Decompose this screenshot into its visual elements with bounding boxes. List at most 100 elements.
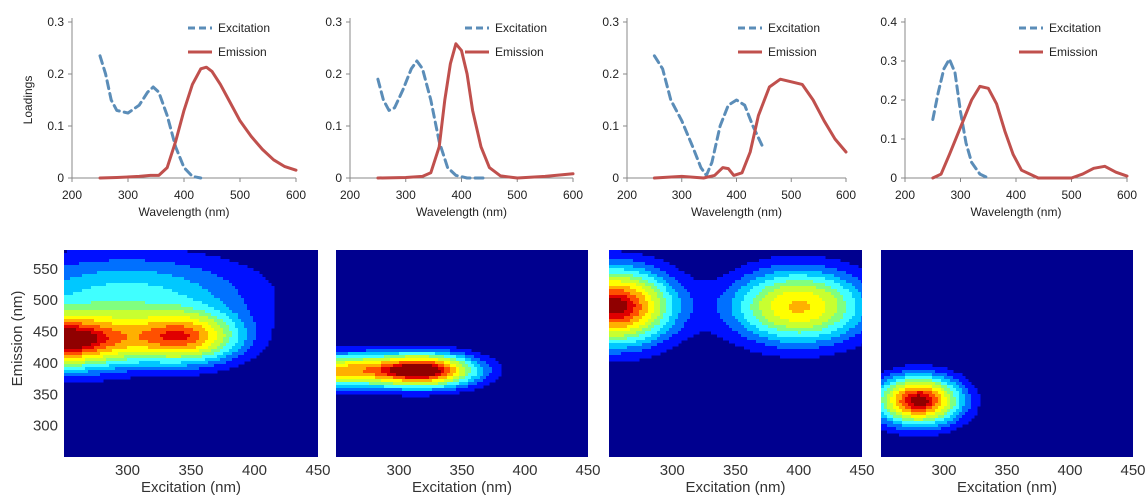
x-tick-label: 300 bbox=[931, 462, 956, 479]
x-tick-label: 400 bbox=[174, 188, 194, 202]
x-tick-label: 600 bbox=[836, 188, 856, 202]
x-tick-label: 300 bbox=[660, 462, 685, 479]
x-tick-label: 200 bbox=[895, 188, 915, 202]
x-tick-label: 200 bbox=[62, 188, 82, 202]
eem-contour-maps: 300 350 400 450 300 350 400 450 500 550 Excitation… bbox=[9, 250, 1145, 496]
x-tick-label: 200 bbox=[340, 188, 360, 202]
x-tick-label: 500 bbox=[230, 188, 250, 202]
loadings-plots: 0 0.1 0.2 0.3 200 300 400 500 600 Wavelength (nm)… bbox=[21, 15, 1137, 219]
eem-map-4: 300 350 400 450 Excitation (nm) bbox=[881, 250, 1145, 496]
x-tick-label: 300 bbox=[118, 188, 138, 202]
x-tick-label: 300 bbox=[950, 188, 970, 202]
x-tick-label: 350 bbox=[178, 462, 203, 479]
contour-field bbox=[609, 250, 862, 457]
y-tick-label: 0.3 bbox=[880, 54, 897, 68]
x-tick-label: 400 bbox=[726, 188, 746, 202]
x-tick-label: 450 bbox=[1120, 462, 1145, 479]
eem-map-3: 300 350 400 450 Excitation (nm) bbox=[609, 250, 875, 496]
legend-entry-excitation: Excitation bbox=[218, 21, 270, 35]
y-tick-label: 0.1 bbox=[602, 119, 619, 133]
x-tick-label: 300 bbox=[115, 462, 140, 479]
x-tick-label: 600 bbox=[286, 188, 306, 202]
series-emission bbox=[376, 42, 575, 180]
y-tick-label: 350 bbox=[33, 386, 58, 403]
y-tick-label: 0.2 bbox=[47, 67, 64, 81]
x-tick-label: 500 bbox=[1061, 188, 1081, 202]
x-axis-label: Excitation (nm) bbox=[957, 479, 1057, 496]
x-axis-label: Excitation (nm) bbox=[141, 479, 241, 496]
legend-entry-excitation: Excitation bbox=[1049, 21, 1101, 35]
series-excitation bbox=[652, 54, 766, 177]
eem-map-2: 300 350 400 450 Excitation (nm) bbox=[336, 250, 601, 496]
loadings-plot-4: 0 0.1 0.2 0.3 0.4 200 300 400 500 600 Wavelength (… bbox=[880, 15, 1137, 219]
series-emission bbox=[931, 84, 1129, 180]
x-axis-label: Wavelength (nm) bbox=[971, 205, 1062, 219]
series-emission bbox=[652, 77, 848, 180]
x-tick-label: 400 bbox=[512, 462, 537, 479]
series-emission bbox=[98, 65, 298, 180]
y-tick-label: 0 bbox=[890, 171, 897, 185]
y-tick-label: 0.2 bbox=[602, 67, 619, 81]
y-tick-label: 400 bbox=[33, 355, 58, 372]
y-tick-label: 0.1 bbox=[325, 119, 342, 133]
x-tick-label: 500 bbox=[507, 188, 527, 202]
contour-field bbox=[881, 250, 1133, 457]
x-tick-label: 350 bbox=[994, 462, 1019, 479]
y-tick-label: 0.3 bbox=[602, 15, 619, 29]
x-tick-label: 450 bbox=[305, 462, 330, 479]
x-tick-label: 450 bbox=[849, 462, 874, 479]
y-tick-label: 550 bbox=[33, 261, 58, 278]
loadings-plot-3: 0 0.1 0.2 0.3 200 300 400 500 600 Wavelength (nm)… bbox=[602, 15, 856, 219]
loadings-plot-2: 0 0.1 0.2 0.3 200 300 400 500 600 Wavelength (nm)… bbox=[325, 15, 583, 219]
legend-entry-emission: Emission bbox=[495, 45, 544, 59]
y-tick-label: 0.2 bbox=[325, 67, 342, 81]
y-axis-label: Loadings bbox=[21, 76, 35, 125]
x-tick-label: 300 bbox=[396, 188, 416, 202]
x-tick-label: 400 bbox=[786, 462, 811, 479]
contour-field bbox=[336, 250, 588, 457]
series-excitation bbox=[376, 59, 486, 180]
x-tick-label: 450 bbox=[575, 462, 600, 479]
x-tick-label: 400 bbox=[1057, 462, 1082, 479]
y-tick-label: 0.1 bbox=[880, 132, 897, 146]
legend-entry-excitation: Excitation bbox=[768, 21, 820, 35]
y-tick-label: 450 bbox=[33, 324, 58, 341]
x-axis-label: Wavelength (nm) bbox=[691, 205, 782, 219]
x-tick-label: 400 bbox=[242, 462, 267, 479]
x-axis-label: Wavelength (nm) bbox=[139, 205, 230, 219]
y-tick-label: 500 bbox=[33, 292, 58, 309]
x-tick-label: 500 bbox=[781, 188, 801, 202]
x-tick-label: 400 bbox=[451, 188, 471, 202]
y-tick-label: 0 bbox=[57, 171, 64, 185]
x-axis-label: Wavelength (nm) bbox=[416, 205, 507, 219]
y-axis-label: Emission (nm) bbox=[9, 291, 26, 387]
x-tick-label: 600 bbox=[563, 188, 583, 202]
y-tick-label: 300 bbox=[33, 418, 58, 435]
legend-entry-emission: Emission bbox=[1049, 45, 1098, 59]
y-tick-label: 0.3 bbox=[47, 15, 64, 29]
y-tick-label: 0.1 bbox=[47, 119, 64, 133]
legend-entry-emission: Emission bbox=[218, 45, 267, 59]
eem-map-1: 300 350 400 450 300 350 400 450 500 550 Excitation… bbox=[9, 250, 331, 496]
loadings-plot-1: 0 0.1 0.2 0.3 200 300 400 500 600 Wavelength (nm)… bbox=[21, 15, 306, 219]
y-tick-label: 0 bbox=[612, 171, 619, 185]
contour-field bbox=[64, 250, 318, 457]
legend-entry-emission: Emission bbox=[768, 45, 817, 59]
series-excitation bbox=[98, 54, 203, 180]
x-axis-label: Excitation (nm) bbox=[685, 479, 785, 496]
x-tick-label: 200 bbox=[617, 188, 637, 202]
x-tick-label: 300 bbox=[386, 462, 411, 479]
y-tick-label: 0.4 bbox=[880, 15, 897, 29]
x-tick-label: 400 bbox=[1006, 188, 1026, 202]
y-tick-label: 0.3 bbox=[325, 15, 342, 29]
series-excitation bbox=[931, 57, 990, 180]
legend-entry-excitation: Excitation bbox=[495, 21, 547, 35]
y-tick-label: 0 bbox=[335, 171, 342, 185]
x-tick-label: 600 bbox=[1117, 188, 1137, 202]
x-tick-label: 350 bbox=[449, 462, 474, 479]
y-tick-label: 0.2 bbox=[880, 93, 897, 107]
x-tick-label: 350 bbox=[723, 462, 748, 479]
x-tick-label: 300 bbox=[672, 188, 692, 202]
x-axis-label: Excitation (nm) bbox=[412, 479, 512, 496]
